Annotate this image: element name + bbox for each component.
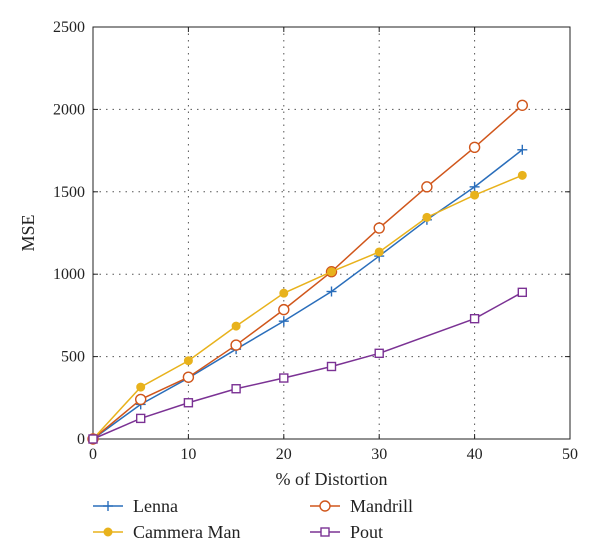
series-pout: [88, 287, 527, 444]
legend-marker-cammera-man: [103, 527, 113, 537]
data-point-cammera-man: [231, 321, 241, 331]
data-point-cammera-man: [517, 170, 527, 180]
data-point-lenna: [278, 316, 289, 327]
data-point-mandrill: [182, 371, 195, 383]
data-point-cammera-man: [422, 212, 432, 222]
x-tick-label: 0: [89, 446, 97, 463]
grid-lines: [93, 27, 570, 439]
data-point-pout: [231, 384, 241, 394]
data-point-cammera-man: [470, 190, 480, 200]
legend-label-lenna: Lenna: [133, 496, 178, 516]
legend: Lenna Mandrill Cammera Man Pout: [93, 496, 413, 542]
data-point-pout: [88, 434, 98, 444]
data-point-lenna: [517, 144, 528, 155]
legend-label-pout: Pout: [350, 522, 383, 542]
legend-item-cammera-man: Cammera Man: [93, 522, 240, 542]
series-layer: [87, 99, 528, 445]
series-mandrill: [87, 99, 528, 445]
data-point-cammera-man: [327, 267, 336, 277]
data-point-mandrill: [516, 99, 528, 111]
y-tick-label: 1500: [53, 184, 85, 201]
x-tick-label: 40: [467, 446, 483, 463]
series-cammera-man: [88, 170, 527, 444]
legend-marker-pout: [320, 527, 330, 537]
data-point-mandrill: [421, 181, 433, 193]
data-point-pout: [374, 348, 384, 359]
data-point-pout: [279, 373, 289, 383]
legend-label-cammera-man: Cammera Man: [133, 522, 240, 542]
data-point-lenna: [326, 286, 337, 297]
legend-marker-lenna: [103, 501, 113, 511]
data-point-cammera-man: [374, 247, 384, 257]
series-line-mandrill: [92, 104, 523, 440]
data-point-pout: [517, 287, 527, 298]
legend-item-pout: Pout: [310, 522, 383, 542]
x-tick-label: 50: [562, 446, 578, 463]
x-tick-label: 20: [276, 446, 292, 463]
series-lenna: [88, 144, 528, 444]
data-point-mandrill: [468, 141, 481, 154]
y-tick-label: 1000: [53, 266, 85, 283]
legend-item-mandrill: Mandrill: [310, 496, 413, 516]
data-point-pout: [135, 413, 146, 424]
series-line-cammera-man: [92, 174, 523, 440]
plot-frame: [92, 26, 571, 440]
y-tick-label: 2500: [53, 19, 85, 36]
series-line-pout: [92, 291, 523, 440]
y-axis-title: MSE: [18, 214, 38, 251]
data-point-cammera-man: [183, 356, 193, 366]
data-point-mandrill: [278, 303, 290, 316]
data-point-mandrill: [134, 393, 147, 406]
series-line-lenna: [92, 149, 523, 440]
data-point-pout: [183, 398, 194, 408]
legend-marker-mandrill: [319, 500, 331, 512]
data-point-mandrill: [373, 222, 385, 234]
data-point-cammera-man: [136, 382, 146, 392]
y-tick-label: 0: [77, 431, 85, 448]
x-tick-label: 10: [180, 446, 196, 463]
y-tick-label: 500: [61, 349, 85, 366]
data-point-mandrill: [230, 339, 242, 351]
data-point-pout: [326, 361, 337, 372]
data-point-pout: [469, 313, 480, 324]
data-point-lenna: [469, 181, 480, 192]
x-axis-title: % of Distortion: [276, 469, 388, 489]
legend-item-lenna: Lenna: [93, 496, 178, 516]
legend-label-mandrill: Mandrill: [350, 496, 413, 516]
axes: [92, 26, 571, 440]
y-tick-label: 2000: [53, 101, 85, 118]
x-tick-label: 30: [371, 446, 387, 463]
data-point-cammera-man: [279, 288, 289, 298]
